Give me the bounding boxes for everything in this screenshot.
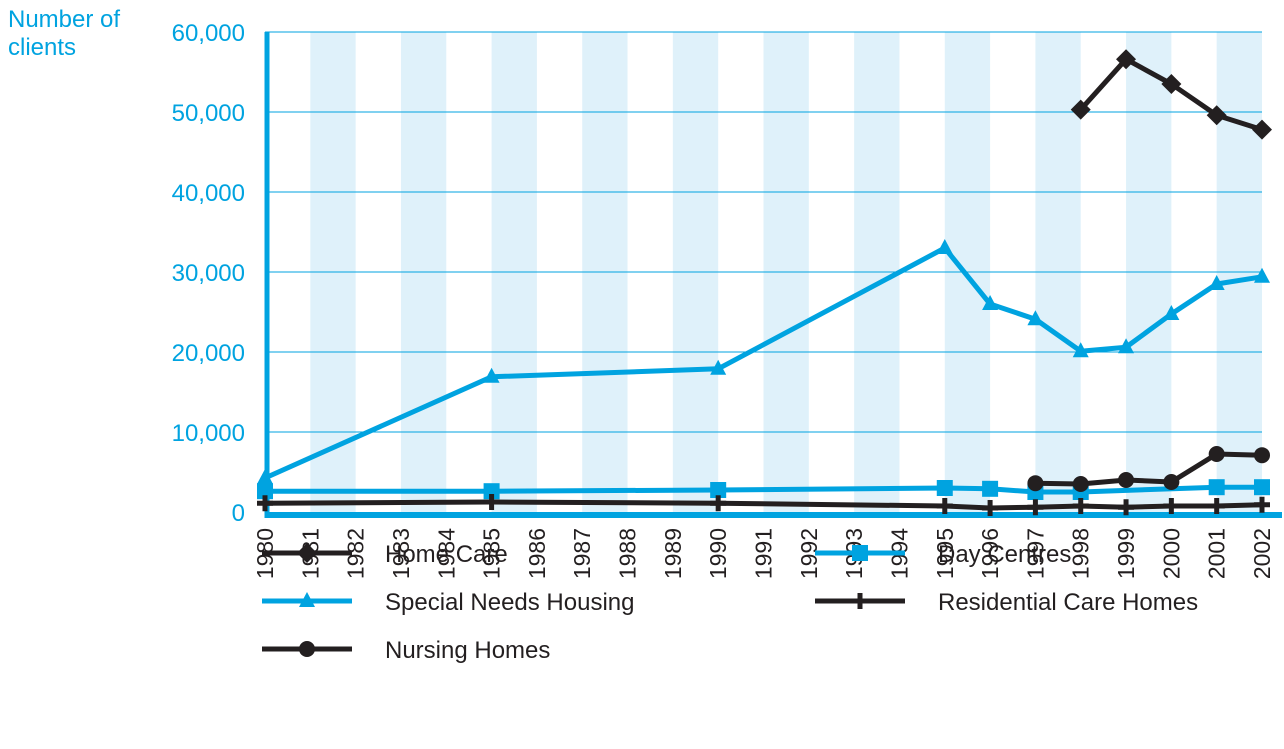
marker xyxy=(852,545,868,561)
marker xyxy=(1208,275,1225,290)
x-tick-label: 1989 xyxy=(660,528,686,579)
marker xyxy=(1206,105,1227,126)
legend-label: Day Centres xyxy=(938,541,1071,568)
x-tick-label: 1984 xyxy=(433,528,459,579)
legend-item: Home Care xyxy=(262,541,508,568)
marker xyxy=(1072,476,1089,492)
y-tick-label: 40,000 xyxy=(172,180,245,207)
legend-label: Home Care xyxy=(385,541,508,568)
y-tick-label: 30,000 xyxy=(172,260,245,287)
marker xyxy=(257,495,273,512)
marker xyxy=(1027,310,1044,326)
x-tick-label: 1988 xyxy=(615,528,641,579)
marker xyxy=(1208,446,1225,462)
x-tick-label: 1986 xyxy=(524,528,550,579)
marker xyxy=(710,359,727,375)
band xyxy=(1035,32,1081,515)
marker xyxy=(1072,342,1089,358)
marker xyxy=(1254,447,1270,464)
x-tick-label: 2002 xyxy=(1249,528,1275,579)
x-tick-label: 1985 xyxy=(479,528,505,579)
marker xyxy=(1027,475,1044,492)
marker xyxy=(257,469,273,484)
x-tick-label: 1983 xyxy=(388,528,414,579)
marker xyxy=(1163,498,1180,514)
marker xyxy=(1252,119,1272,140)
band xyxy=(491,32,537,515)
x-tick-label: 1998 xyxy=(1068,528,1094,579)
marker xyxy=(982,500,999,516)
marker xyxy=(1072,498,1089,514)
marker xyxy=(299,592,315,607)
marker xyxy=(936,239,953,254)
marker xyxy=(1208,498,1225,514)
marker xyxy=(257,483,273,500)
band xyxy=(1126,32,1172,515)
marker xyxy=(1118,499,1135,516)
y-tick-label: 50,000 xyxy=(172,100,245,127)
y-tick-label: 0 xyxy=(232,500,245,527)
marker xyxy=(982,295,999,310)
marker xyxy=(1118,338,1135,354)
band xyxy=(582,32,628,515)
marker xyxy=(1254,479,1270,496)
marker xyxy=(1163,474,1180,490)
marker xyxy=(982,480,999,497)
x-tick-label: 1995 xyxy=(932,528,958,579)
marker xyxy=(1027,499,1044,516)
marker xyxy=(483,367,500,383)
marker xyxy=(1116,49,1137,70)
legend-item: Nursing Homes xyxy=(262,637,550,664)
x-tick-label: 1990 xyxy=(705,528,731,579)
marker xyxy=(483,494,500,510)
y-tick-label: 10,000 xyxy=(172,420,245,447)
marker xyxy=(936,498,953,514)
legend-item: Residential Care Homes xyxy=(815,589,1198,616)
marker xyxy=(1208,479,1225,496)
legend-label: Special Needs Housing xyxy=(385,589,634,616)
legend-item: Day Centres xyxy=(815,541,1071,568)
y-tick-label: 60,000 xyxy=(172,20,245,47)
band xyxy=(763,32,809,515)
band xyxy=(672,32,719,515)
x-tick-label: 1991 xyxy=(751,528,777,579)
x-tick-label: 2001 xyxy=(1204,528,1230,579)
x-tick-label: 2000 xyxy=(1158,528,1184,579)
marker xyxy=(483,483,500,500)
marker xyxy=(936,480,953,496)
marker xyxy=(1161,74,1182,94)
marker xyxy=(852,593,868,609)
legend-label: Residential Care Homes xyxy=(938,589,1198,616)
marker xyxy=(1070,99,1091,120)
legend-label: Nursing Homes xyxy=(385,637,550,664)
x-tick-label: 1996 xyxy=(977,528,1003,579)
marker xyxy=(710,482,727,498)
y-tick-label: 20,000 xyxy=(172,340,245,367)
marker xyxy=(1254,267,1270,283)
x-tick-label: 1987 xyxy=(569,528,595,579)
marker xyxy=(1163,305,1180,320)
marker xyxy=(1254,496,1270,513)
marker xyxy=(1118,472,1135,488)
x-tick-label: 1999 xyxy=(1113,528,1139,579)
y-axis-title: Number of clients xyxy=(8,6,121,61)
marker xyxy=(299,641,315,657)
marker xyxy=(297,543,317,563)
band xyxy=(400,32,447,515)
marker xyxy=(710,495,727,512)
legend-item: Special Needs Housing xyxy=(262,589,634,616)
x-tick-label: 1997 xyxy=(1022,528,1048,579)
band xyxy=(1216,32,1262,515)
